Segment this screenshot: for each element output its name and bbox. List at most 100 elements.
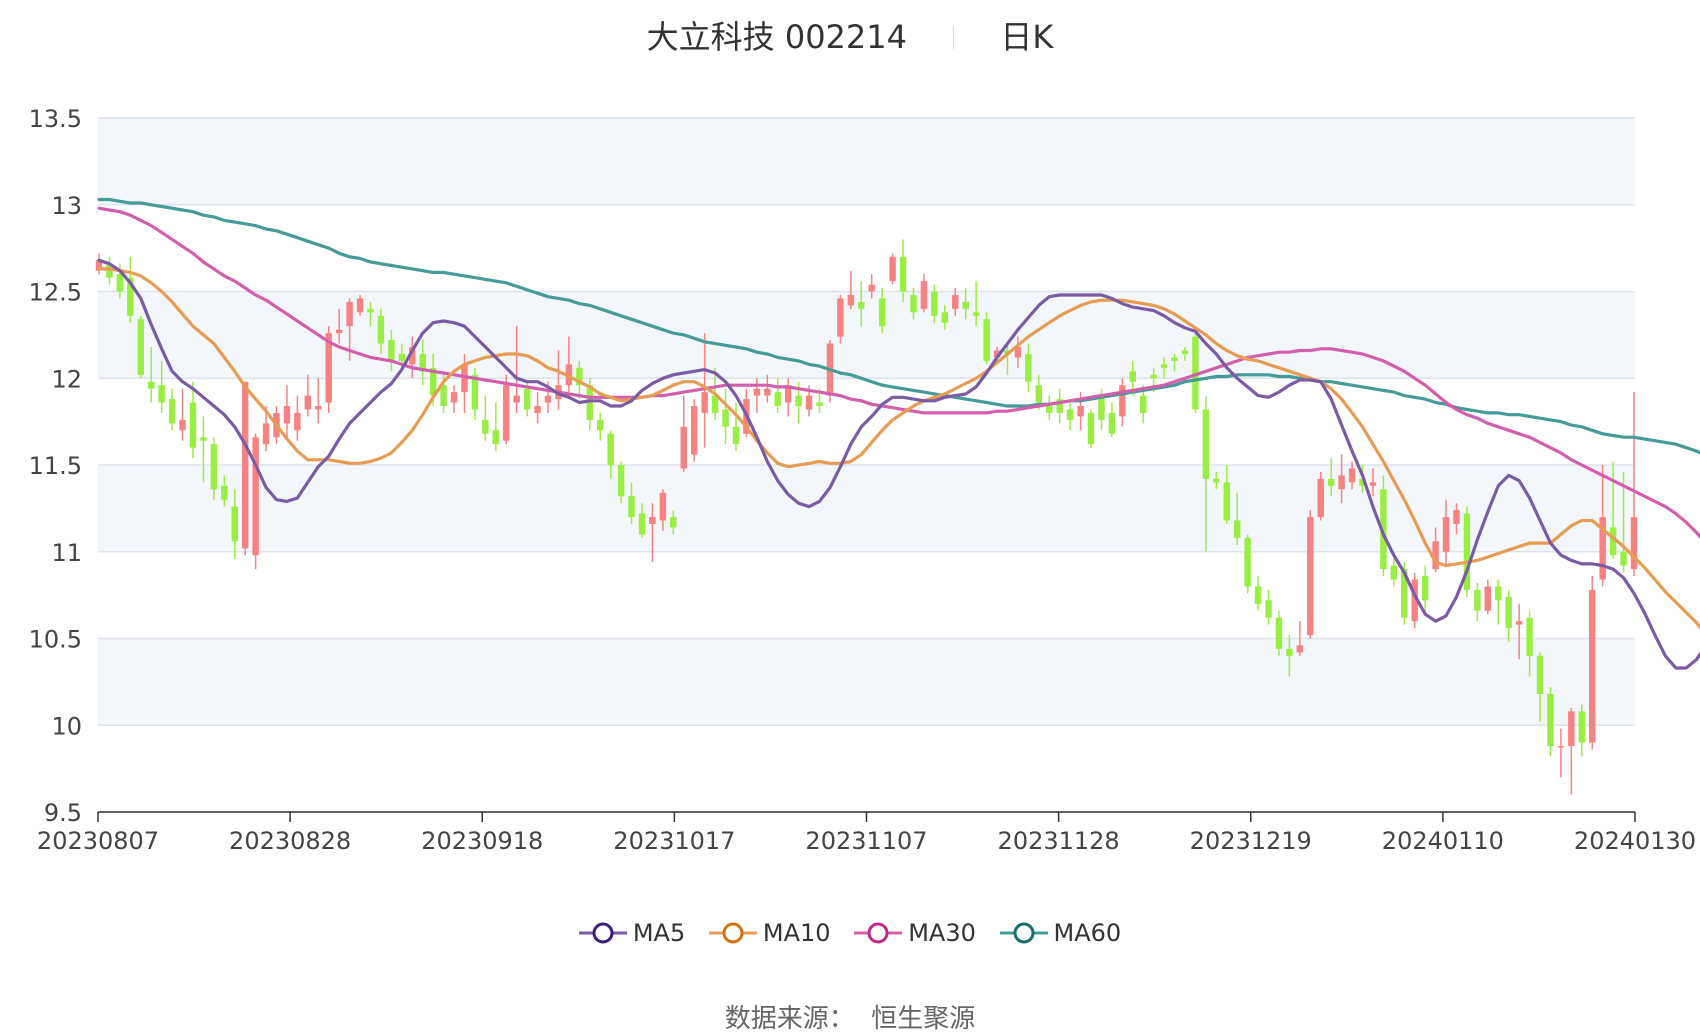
- candle-body: [1223, 482, 1230, 521]
- candle: [1286, 635, 1293, 677]
- candle-body: [1108, 412, 1116, 434]
- candle-body: [952, 294, 959, 309]
- candle: [1327, 458, 1335, 497]
- candle: [1087, 409, 1095, 448]
- candle-body: [116, 274, 124, 292]
- candle-body: [241, 381, 249, 549]
- candle-body: [795, 395, 802, 407]
- candle: [1526, 610, 1533, 677]
- x-tick-label: 20231107: [805, 827, 927, 855]
- y-tick-label: 13.5: [29, 105, 82, 133]
- candle: [1275, 610, 1283, 656]
- candle: [1568, 707, 1575, 795]
- candle-body: [764, 388, 771, 396]
- candle: [1630, 392, 1638, 577]
- candle: [858, 281, 865, 327]
- candle-body: [1181, 350, 1189, 354]
- candle: [471, 367, 479, 420]
- candle-body: [753, 388, 761, 396]
- candle: [649, 503, 656, 563]
- candle-body: [356, 298, 364, 313]
- candle: [889, 253, 896, 285]
- candle: [367, 301, 374, 327]
- stock-name: 大立科技 002214: [646, 18, 907, 56]
- candle: [690, 399, 698, 462]
- candle-body: [200, 437, 207, 441]
- candle-body: [429, 367, 437, 396]
- candle: [356, 294, 364, 316]
- candle-body: [597, 419, 604, 431]
- x-tick-label: 20231219: [1190, 827, 1312, 855]
- candle-body: [1213, 478, 1220, 483]
- candle-body: [471, 374, 479, 410]
- y-tick-label: 11.5: [29, 452, 82, 480]
- candle-body: [461, 364, 468, 393]
- candle-body: [868, 284, 875, 292]
- candle-body: [1547, 694, 1554, 747]
- ma10-line: [97, 267, 1700, 630]
- candle-body: [1338, 475, 1345, 490]
- candle-body: [1442, 517, 1450, 552]
- candle: [252, 433, 259, 570]
- legend: MA5 MA10 MA30 MA60: [0, 918, 1700, 947]
- candle-body: [1171, 357, 1178, 361]
- candle: [1442, 499, 1450, 566]
- candle: [722, 388, 729, 445]
- candle-body: [440, 385, 447, 407]
- candle: [1265, 589, 1272, 625]
- x-tick-label: 20230828: [229, 827, 351, 855]
- candle-body: [1192, 336, 1199, 410]
- candle: [784, 378, 792, 417]
- candle-body: [1630, 517, 1638, 570]
- candle: [210, 437, 218, 500]
- legend-ma60[interactable]: MA60: [999, 918, 1121, 947]
- candle: [1171, 353, 1178, 372]
- candle-body: [638, 513, 646, 535]
- candle-body: [962, 301, 969, 309]
- plot-band: [98, 465, 1635, 552]
- candle: [1119, 378, 1126, 427]
- candle: [200, 416, 207, 483]
- candle: [628, 482, 635, 524]
- candle-body: [335, 329, 343, 334]
- candle: [941, 305, 949, 330]
- candle: [638, 503, 646, 538]
- legend-ma5[interactable]: MA5: [578, 918, 685, 947]
- candle: [670, 510, 677, 535]
- legend-ma30-label: MA30: [908, 919, 976, 947]
- candle-body: [732, 426, 740, 445]
- candle: [304, 374, 312, 417]
- candle: [1066, 402, 1074, 431]
- candle-body: [805, 395, 813, 410]
- candle-body: [503, 385, 510, 441]
- candle: [1338, 454, 1345, 504]
- candle: [1296, 621, 1304, 656]
- candle: [1046, 395, 1053, 420]
- legend-ma30[interactable]: MA30: [854, 918, 976, 947]
- candle: [607, 430, 614, 479]
- candle-body: [1160, 364, 1168, 368]
- candle-body: [106, 263, 113, 278]
- candle: [409, 336, 416, 379]
- candle-body: [231, 506, 238, 542]
- legend-ma10[interactable]: MA10: [708, 918, 831, 947]
- candle-body: [1129, 371, 1136, 382]
- candle: [95, 253, 103, 275]
- candle-body: [137, 319, 144, 375]
- candle: [492, 402, 500, 452]
- candle-body: [1244, 537, 1251, 587]
- legend-ma10-marker: [708, 922, 757, 944]
- candle: [1557, 728, 1565, 778]
- candle-body: [1495, 586, 1502, 601]
- candle: [503, 374, 510, 445]
- candle: [335, 308, 343, 344]
- candle-body: [492, 430, 500, 445]
- candle-body: [972, 312, 980, 316]
- candle-body: [1401, 569, 1408, 618]
- candle-body: [1119, 385, 1126, 417]
- candle-body: [147, 381, 155, 389]
- candle: [1014, 336, 1022, 368]
- candle-body: [262, 423, 270, 445]
- candle: [1536, 652, 1544, 722]
- plot-band: [98, 291, 1635, 379]
